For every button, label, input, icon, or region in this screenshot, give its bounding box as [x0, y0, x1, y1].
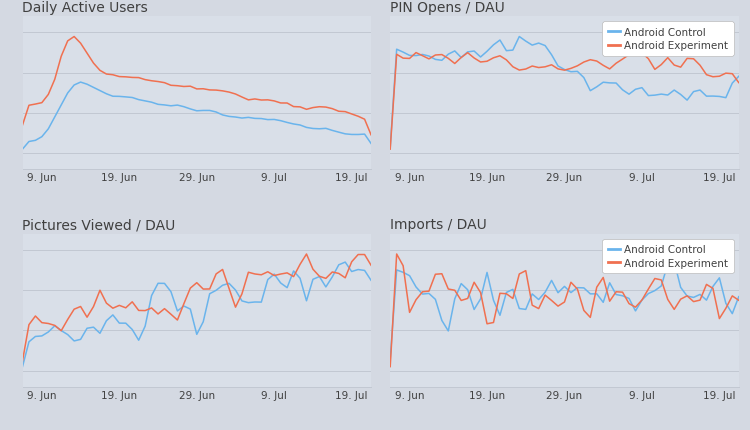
Text: Imports / DAU: Imports / DAU [390, 218, 487, 232]
Text: Daily Active Users: Daily Active Users [22, 1, 148, 15]
Text: Pictures Viewed / DAU: Pictures Viewed / DAU [22, 218, 176, 232]
Legend: Android Control, Android Experiment: Android Control, Android Experiment [602, 22, 734, 56]
Text: PIN Opens / DAU: PIN Opens / DAU [390, 1, 505, 15]
Legend: Android Control, Android Experiment: Android Control, Android Experiment [602, 240, 734, 273]
